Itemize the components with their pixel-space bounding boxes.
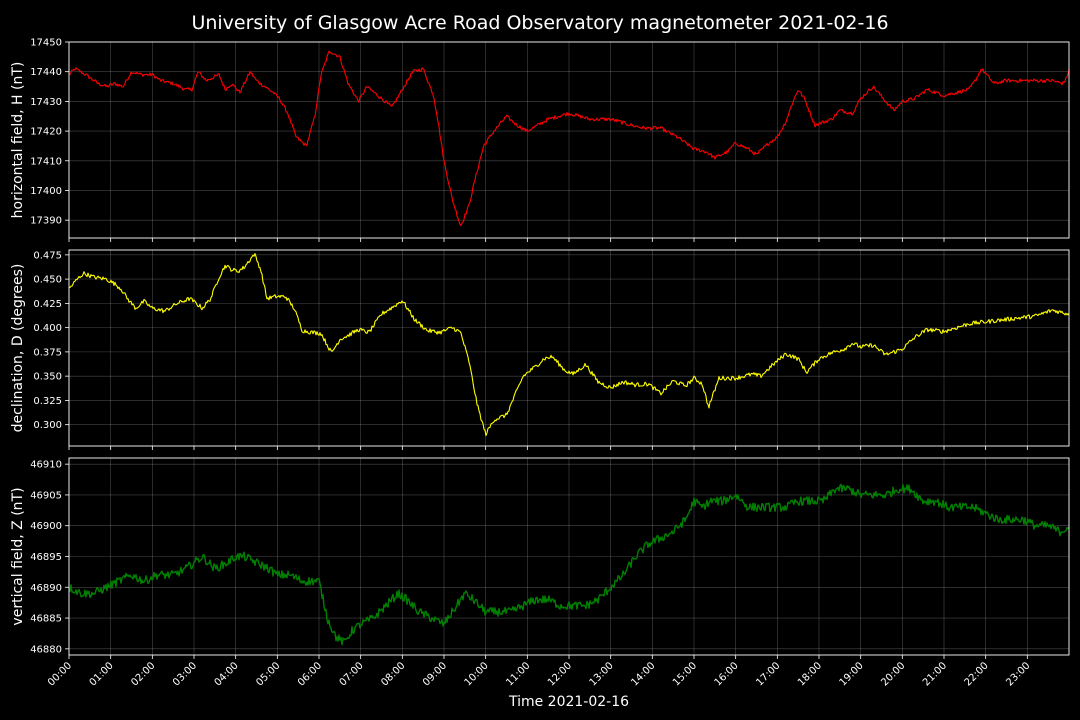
x-tick-label: 11:00 [504,660,532,688]
x-tick-label: 19:00 [838,660,866,688]
y-tick-label: 46885 [30,614,62,625]
x-tick-label: 21:00 [921,660,949,688]
panel-2: 0.300 0.325 0.350 0.375 0.400 0.425 0.450 0.475… [10,249,1070,450]
x-tick-label: 07:00 [338,660,366,688]
x-tick-label: 04:00 [213,660,241,688]
y-tick-label: 0.300 [33,420,62,431]
chart-title: University of Glasgow Acre Road Observat… [191,12,888,34]
x-tick-label: 13:00 [588,660,616,688]
y-tick-label: 0.475 [33,250,62,261]
x-tick-label: 01:00 [88,660,116,688]
y-tick-label: 46905 [30,490,62,501]
y-tick-label: 0.375 [33,347,62,358]
y-tick-label: 46895 [30,552,62,563]
y-tick-label: 17440 [30,67,62,78]
y-tick-label: 0.400 [33,323,62,334]
panel-3: 46880 46885 46890 46895 46900 46905 46910 verti… [10,457,1070,659]
x-tick-label: 14:00 [629,660,657,688]
panel-1: 17390 17400 17410 17420 17430 17440 17450 horiz… [10,38,1070,242]
x-tick-label: 10:00 [463,660,491,688]
series-line [68,50,1070,227]
x-tick-label: 23:00 [1004,660,1032,688]
y-tick-label: 17430 [30,97,62,108]
x-tick-label: 16:00 [713,660,741,688]
y-tick-label: 0.350 [33,372,62,383]
y-tick-label: 46880 [30,644,62,655]
y-tick-label: 17400 [30,186,62,197]
y-tick-label: 17410 [30,156,62,167]
y-tick-label: 0.325 [33,396,62,407]
x-tick-label: 00:00 [46,660,74,688]
y-axis-label: declination, D (degrees) [10,264,26,433]
x-tick-label: 09:00 [421,660,449,688]
x-tick-label: 18:00 [796,660,824,688]
y-tick-label: 17450 [30,38,62,49]
x-tick-label: 22:00 [963,660,991,688]
y-tick-label: 0.425 [33,299,62,310]
y-tick-label: 46910 [30,460,62,471]
x-tick-label: 06:00 [296,660,324,688]
x-tick-label: 15:00 [671,660,699,688]
x-tick-label: 12:00 [546,660,574,688]
y-tick-label: 46900 [30,521,62,532]
x-tick-label: 05:00 [254,660,282,688]
series-line [68,253,1070,437]
y-tick-label: 46890 [30,583,62,594]
y-axis-label: horizontal field, H (nT) [10,62,26,219]
y-tick-label: 17390 [30,216,62,227]
series-line [68,483,1070,646]
x-tick-label: 02:00 [129,660,157,688]
y-axis-label: vertical field, Z (nT) [10,487,26,625]
x-tick-label: 08:00 [379,660,407,688]
y-tick-label: 17420 [30,127,62,138]
x-tick-label: 20:00 [879,660,907,688]
y-tick-label: 0.450 [33,275,62,286]
x-tick-label: 17:00 [754,660,782,688]
x-tick-label: 03:00 [171,660,199,688]
x-axis-label: Time 2021-02-16 [508,694,629,710]
